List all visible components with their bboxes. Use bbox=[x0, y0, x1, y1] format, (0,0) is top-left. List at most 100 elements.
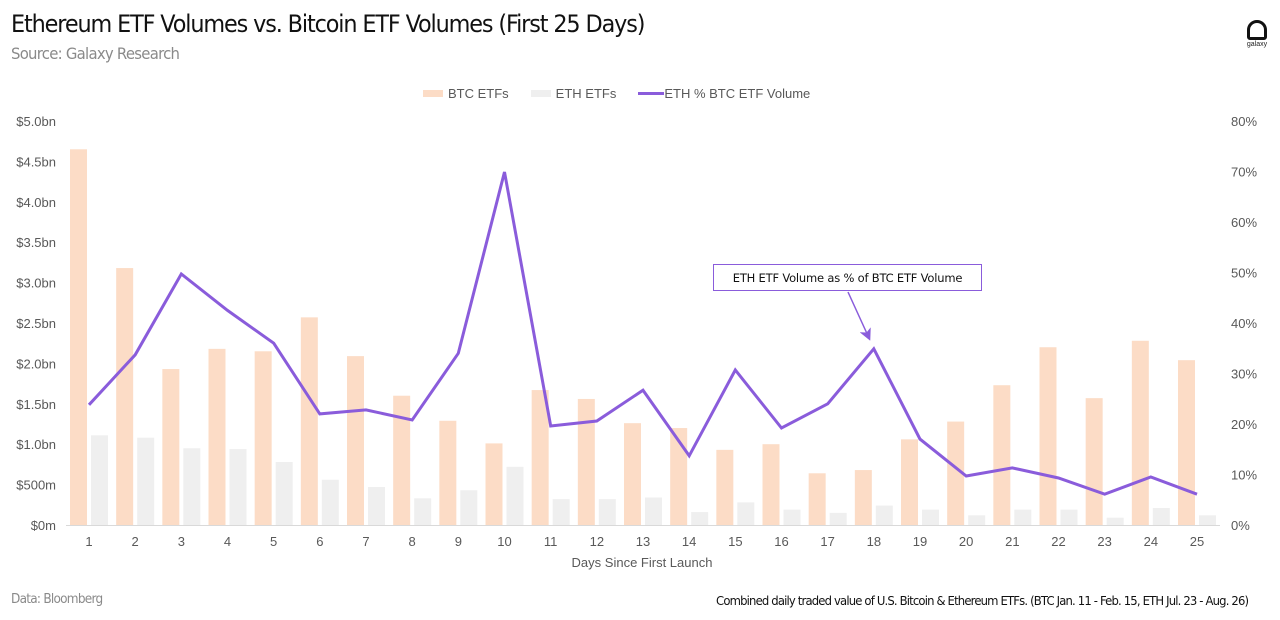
legend-line-ratio bbox=[638, 92, 665, 95]
x-tick-label: 14 bbox=[682, 534, 696, 549]
footer-note: Combined daily traded value of U.S. Bitc… bbox=[715, 593, 1249, 608]
left-tick-label: $1.5bn bbox=[16, 397, 56, 412]
x-tick-label: 5 bbox=[270, 534, 277, 549]
bar-btc-day-20 bbox=[947, 421, 965, 525]
right-tick-label: 0% bbox=[1231, 518, 1250, 533]
bar-btc-day-3 bbox=[162, 369, 180, 525]
bar-btc-day-23 bbox=[1085, 398, 1103, 525]
bar-btc-day-19 bbox=[901, 439, 918, 525]
x-tick-label: 20 bbox=[959, 534, 973, 549]
bar-btc-day-17 bbox=[808, 473, 826, 525]
x-tick-label: 17 bbox=[820, 534, 834, 549]
logo-text: galaxy bbox=[1246, 41, 1268, 48]
x-tick-label: 6 bbox=[316, 534, 323, 549]
chart-title: Ethereum ETF Volumes vs. Bitcoin ETF Vol… bbox=[11, 10, 645, 38]
bar-btc-day-10 bbox=[485, 443, 503, 525]
bar-btc-day-24 bbox=[1131, 340, 1149, 525]
legend-item-ratio[interactable]: ETH % BTC ETF Volume bbox=[638, 86, 810, 101]
legend: BTC ETFs ETH ETFs ETH % BTC ETF Volume bbox=[423, 86, 832, 101]
x-tick-label: 8 bbox=[409, 534, 416, 549]
left-axis: $0m $500m $1.0bn $1.5bn $2.0bn $2.5bn $3.0bn $3… bbox=[16, 114, 56, 533]
bar-eth-day-23 bbox=[1106, 517, 1124, 525]
bar-eth-day-8 bbox=[414, 498, 432, 525]
bar-eth-day-10 bbox=[506, 466, 524, 525]
bar-eth-day-13 bbox=[645, 497, 662, 525]
x-tick-label: 2 bbox=[132, 534, 139, 549]
bar-btc-day-5 bbox=[254, 351, 272, 525]
x-tick-label: 11 bbox=[544, 534, 558, 549]
bar-btc-day-16 bbox=[762, 444, 780, 525]
bar-eth-day-7 bbox=[368, 487, 385, 525]
galaxy-logo: galaxy bbox=[1240, 20, 1274, 48]
bar-eth-day-14 bbox=[691, 512, 709, 525]
right-tick-label: 10% bbox=[1231, 468, 1257, 483]
bar-eth-day-22 bbox=[1060, 509, 1078, 525]
x-tick-label: 18 bbox=[867, 534, 881, 549]
bar-eth-day-12 bbox=[598, 499, 616, 525]
chart-subtitle: Source: Galaxy Research bbox=[11, 44, 180, 63]
bar-eth-day-17 bbox=[829, 512, 847, 525]
right-tick-label: 80% bbox=[1231, 114, 1257, 129]
x-tick-label: 22 bbox=[1051, 534, 1065, 549]
left-tick-label: $500m bbox=[16, 478, 56, 493]
x-tick-label: 10 bbox=[497, 534, 511, 549]
right-tick-label: 20% bbox=[1231, 417, 1257, 432]
legend-item-eth[interactable]: ETH ETFs bbox=[530, 86, 616, 101]
bar-btc-day-21 bbox=[993, 385, 1011, 525]
bar-eth-day-20 bbox=[968, 515, 986, 525]
annotation-box: ETH ETF Volume as % of BTC ETF Volume bbox=[713, 264, 982, 291]
galaxy-logo-icon bbox=[1247, 20, 1267, 40]
x-tick-label: 19 bbox=[913, 534, 927, 549]
bar-eth-day-24 bbox=[1152, 508, 1170, 525]
x-tick-label: 16 bbox=[774, 534, 788, 549]
x-tick-label: 15 bbox=[728, 534, 742, 549]
left-tick-label: $2.5bn bbox=[16, 316, 56, 331]
x-tick-label: 23 bbox=[1097, 534, 1111, 549]
bar-eth-day-6 bbox=[321, 479, 339, 525]
bar-btc-day-9 bbox=[439, 420, 457, 525]
left-tick-label: $0m bbox=[31, 518, 56, 533]
annotation-arrow bbox=[847, 291, 871, 341]
bar-eth-day-25 bbox=[1199, 515, 1216, 525]
right-tick-label: 50% bbox=[1231, 266, 1257, 281]
x-tick-label: 3 bbox=[178, 534, 185, 549]
bar-eth-day-19 bbox=[922, 509, 939, 525]
x-tick-label: 21 bbox=[1005, 534, 1019, 549]
legend-item-btc[interactable]: BTC ETFs bbox=[423, 86, 509, 101]
ratio-line-series bbox=[87, 171, 1198, 496]
left-tick-label: $4.5bn bbox=[16, 154, 56, 169]
bar-eth-day-18 bbox=[875, 505, 893, 525]
bar-btc-day-11 bbox=[531, 390, 549, 525]
bar-btc-day-25 bbox=[1178, 360, 1195, 525]
right-tick-label: 40% bbox=[1231, 316, 1257, 331]
bar-btc-day-6 bbox=[300, 317, 318, 525]
left-tick-label: $3.5bn bbox=[16, 235, 56, 250]
x-tick-label: 9 bbox=[455, 534, 462, 549]
bar-btc-day-14 bbox=[670, 428, 688, 525]
left-tick-label: $2.0bn bbox=[16, 356, 56, 371]
bar-btc-day-18 bbox=[854, 470, 872, 525]
x-tick-label: 13 bbox=[636, 534, 650, 549]
x-tick-label: 1 bbox=[85, 534, 92, 549]
x-tick-label: 24 bbox=[1144, 534, 1158, 549]
x-axis: 1 2 3 4 5 6 7 8 9 10 11 12 13 14 15 16 17 18 19 20 21 22 23 24 2… bbox=[85, 534, 1204, 549]
bar-eth-day-16 bbox=[783, 509, 801, 525]
x-axis-label: Days Since First Launch bbox=[572, 555, 713, 570]
x-tick-label: 7 bbox=[362, 534, 369, 549]
left-tick-label: $4.0bn bbox=[16, 195, 56, 210]
bar-btc-day-13 bbox=[624, 423, 641, 525]
left-tick-label: $3.0bn bbox=[16, 276, 56, 291]
x-tick-label: 25 bbox=[1190, 534, 1204, 549]
left-tick-label: $1.0bn bbox=[16, 437, 56, 452]
bar-btc-day-12 bbox=[577, 398, 595, 525]
legend-swatch-eth bbox=[530, 90, 551, 97]
bar-eth-day-3 bbox=[183, 448, 201, 525]
bar-btc-day-8 bbox=[393, 395, 411, 525]
bars bbox=[70, 149, 1216, 525]
right-tick-label: 60% bbox=[1231, 215, 1257, 230]
bar-btc-day-2 bbox=[116, 268, 134, 525]
x-tick-label: 12 bbox=[590, 534, 604, 549]
bar-eth-day-4 bbox=[229, 449, 247, 525]
legend-swatch-btc bbox=[423, 90, 443, 97]
